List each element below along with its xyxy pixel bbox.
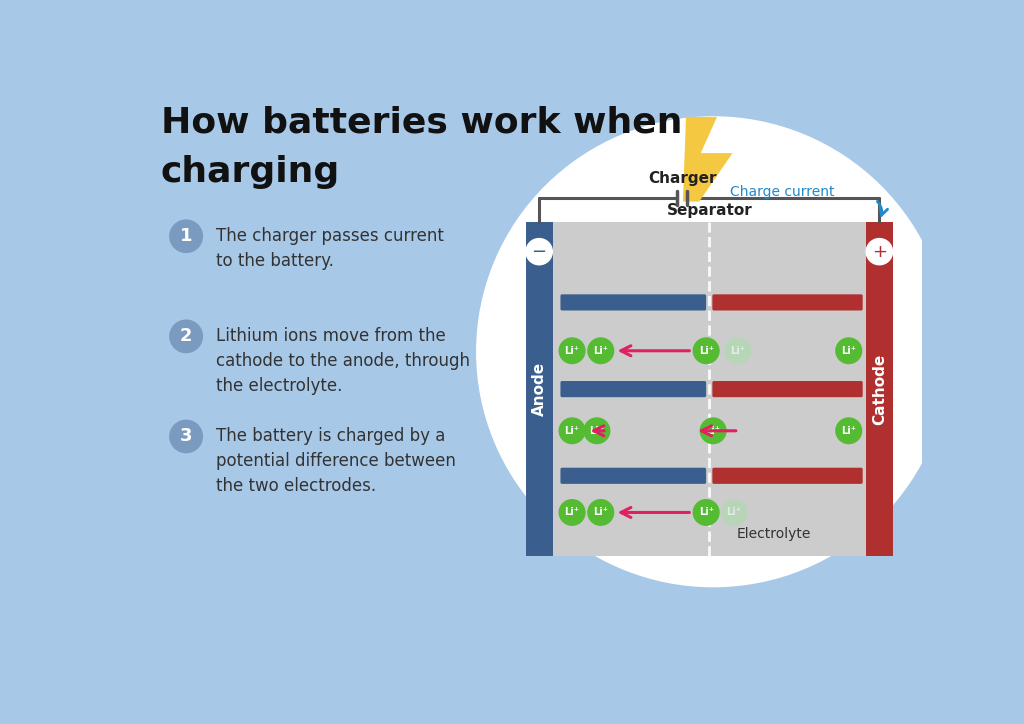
Text: The battery is charged by a
potential difference between
the two electrodes.: The battery is charged by a potential di…	[216, 427, 456, 495]
FancyArrowPatch shape	[878, 201, 888, 215]
Text: Li⁺: Li⁺	[706, 426, 721, 436]
Text: Li⁺: Li⁺	[842, 346, 856, 355]
Polygon shape	[683, 117, 732, 201]
Text: Li⁺: Li⁺	[590, 426, 604, 436]
FancyBboxPatch shape	[713, 381, 862, 397]
Circle shape	[836, 417, 862, 445]
Circle shape	[692, 499, 720, 526]
Circle shape	[526, 239, 552, 265]
Circle shape	[584, 417, 610, 445]
Circle shape	[587, 499, 614, 526]
Text: Charge current: Charge current	[730, 185, 835, 198]
Circle shape	[477, 117, 949, 586]
Text: charging: charging	[161, 156, 340, 190]
Circle shape	[170, 421, 203, 452]
Text: How batteries work when: How batteries work when	[161, 106, 682, 139]
Text: Li⁺: Li⁺	[564, 426, 580, 436]
Circle shape	[724, 337, 752, 364]
FancyBboxPatch shape	[713, 468, 862, 484]
Circle shape	[721, 499, 748, 526]
Text: Li⁺: Li⁺	[727, 508, 741, 518]
Circle shape	[587, 337, 614, 364]
Text: Charger: Charger	[648, 171, 717, 186]
Text: Li⁺: Li⁺	[564, 346, 580, 355]
Circle shape	[558, 417, 586, 445]
Text: Electrolyte: Electrolyte	[736, 527, 811, 542]
FancyBboxPatch shape	[560, 381, 707, 397]
Text: Lithium ions move from the
cathode to the anode, through
the electrolyte.: Lithium ions move from the cathode to th…	[216, 327, 470, 395]
Text: Li⁺: Li⁺	[698, 508, 714, 518]
Text: Li⁺: Li⁺	[842, 426, 856, 436]
Circle shape	[170, 220, 203, 253]
Text: Li⁺: Li⁺	[593, 346, 608, 355]
Bar	[553, 222, 866, 556]
Circle shape	[170, 320, 203, 353]
Text: Li⁺: Li⁺	[730, 346, 745, 355]
Circle shape	[558, 499, 586, 526]
Text: 3: 3	[180, 427, 193, 445]
Text: Cathode: Cathode	[871, 353, 887, 425]
Circle shape	[699, 417, 727, 445]
Text: The charger passes current
to the battery.: The charger passes current to the batter…	[216, 227, 443, 270]
FancyBboxPatch shape	[560, 468, 707, 484]
Circle shape	[692, 337, 720, 364]
Text: Separator: Separator	[667, 203, 752, 218]
Text: +: +	[871, 243, 887, 261]
FancyBboxPatch shape	[560, 295, 707, 311]
Text: 2: 2	[180, 327, 193, 345]
Text: Li⁺: Li⁺	[564, 508, 580, 518]
Text: −: −	[531, 243, 547, 261]
Circle shape	[866, 239, 893, 265]
Text: Li⁺: Li⁺	[593, 508, 608, 518]
FancyBboxPatch shape	[713, 295, 862, 311]
Circle shape	[558, 337, 586, 364]
Circle shape	[836, 337, 862, 364]
Bar	[866, 222, 893, 556]
Text: 1: 1	[180, 227, 193, 245]
Text: Li⁺: Li⁺	[698, 346, 714, 355]
Bar	[525, 222, 553, 556]
Text: Anode: Anode	[531, 362, 547, 416]
